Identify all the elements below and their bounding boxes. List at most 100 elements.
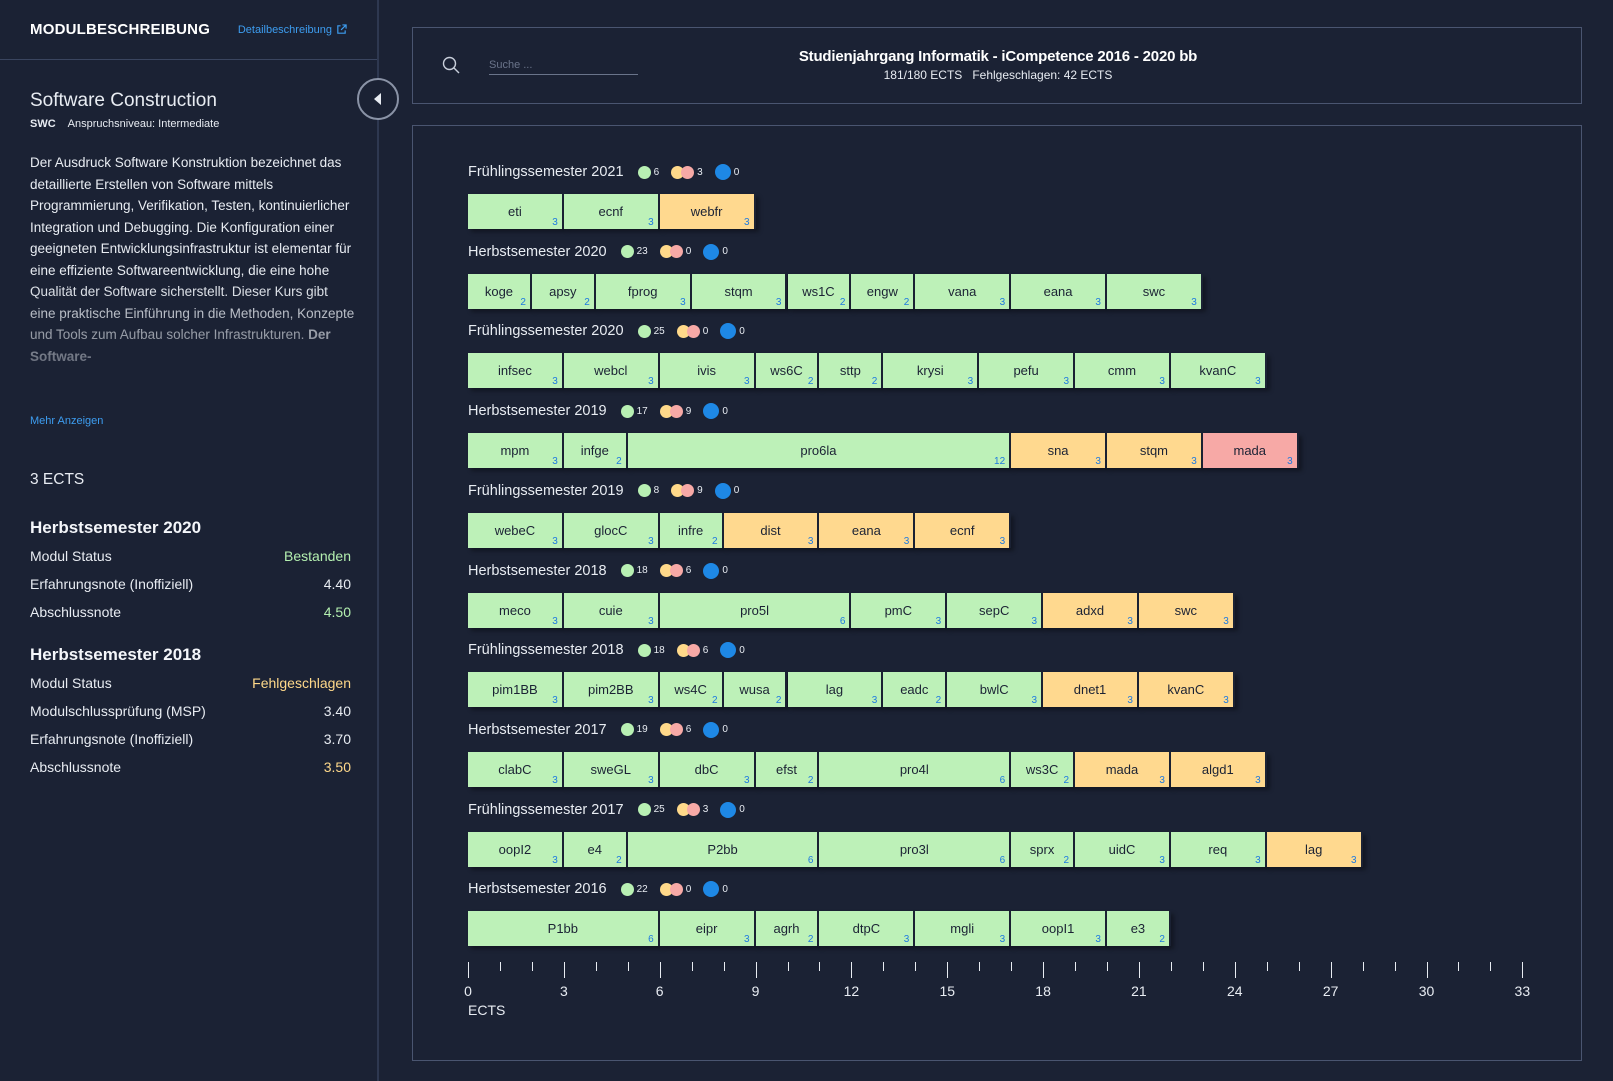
module-bar[interactable]: adxd 3 [1043, 592, 1139, 628]
collapse-sidebar-button[interactable] [357, 78, 399, 120]
search-icon[interactable] [442, 56, 460, 74]
show-more-link[interactable]: Mehr Anzeigen [30, 415, 104, 427]
module-bar[interactable]: dbC 3 [659, 751, 756, 787]
module-bar[interactable]: mgli 3 [915, 911, 1012, 947]
search-input[interactable] [489, 55, 638, 75]
module-ects: 2 [903, 296, 910, 308]
module-name: krysi [916, 363, 944, 379]
module-bar[interactable]: dnet1 3 [1043, 672, 1139, 708]
module-bar[interactable]: pro6la 12 [627, 433, 1012, 469]
module-bar[interactable]: ws1C 2 [787, 273, 852, 309]
module-bar[interactable]: ws3C 2 [1011, 751, 1076, 787]
module-bar[interactable]: P2bb 6 [627, 831, 820, 867]
module-bar[interactable]: ecnf 3 [915, 512, 1012, 548]
module-bar[interactable]: engw 2 [851, 273, 916, 309]
module-bar[interactable]: e4 2 [563, 831, 628, 867]
module-ects: 2 [839, 296, 846, 308]
module-bar[interactable]: agrh 2 [755, 911, 820, 947]
module-bar[interactable]: eti 3 [468, 194, 564, 229]
module-bar[interactable]: pefu 3 [979, 353, 1076, 389]
module-bar[interactable]: eana 3 [819, 512, 916, 548]
module-bar[interactable]: koge 2 [468, 273, 532, 309]
module-bar[interactable]: efst 2 [755, 751, 820, 787]
module-bar[interactable]: krysi 3 [883, 353, 980, 389]
module-bar[interactable]: sweGL 3 [563, 751, 660, 787]
module-bar[interactable]: vana 3 [915, 273, 1012, 309]
result-label: Abschlussnote [30, 759, 122, 775]
module-bar[interactable]: cuie 3 [563, 592, 660, 628]
module-bar[interactable]: req 3 [1170, 831, 1267, 867]
external-link-icon[interactable] [336, 24, 347, 35]
module-bar[interactable]: cmm 3 [1075, 353, 1171, 389]
module-bar[interactable]: mpm 3 [468, 433, 564, 469]
module-bar[interactable]: eadc 2 [883, 672, 948, 708]
module-bar[interactable]: apsy 2 [531, 273, 596, 309]
semester-counts: 17 9 0 [620, 403, 740, 420]
module-bar[interactable]: wusa 2 [723, 672, 788, 708]
module-bar[interactable]: glocC 3 [563, 512, 660, 548]
module-bar[interactable]: P1bb 6 [468, 911, 660, 947]
module-bar[interactable]: webcl 3 [563, 353, 660, 389]
module-ects: 3 [552, 376, 558, 388]
module-ects: 3 [1159, 774, 1165, 786]
detail-link-label[interactable]: Detailbeschreibung [237, 23, 332, 36]
module-bar[interactable]: lag 3 [1266, 831, 1363, 867]
result-value: 4.40 [323, 576, 351, 592]
module-bar[interactable]: pro5l 6 [659, 592, 852, 628]
module-bar[interactable]: kvanC 3 [1138, 672, 1235, 708]
module-bar[interactable]: stqm 3 [1107, 433, 1203, 469]
module-bar[interactable]: pmC 3 [851, 592, 948, 628]
module-bar[interactable]: eana 3 [1011, 273, 1107, 309]
ects-progress: 181/180 ECTS [883, 68, 963, 82]
module-bar[interactable]: stqm 3 [691, 273, 788, 309]
failed-dot-icon [676, 803, 690, 817]
module-bar[interactable]: pim2BB 3 [563, 672, 660, 708]
module-bar[interactable]: infre 2 [659, 512, 724, 548]
module-bar[interactable]: ws6C 2 [755, 353, 820, 389]
module-bar[interactable]: uidC 3 [1075, 831, 1171, 867]
module-bar[interactable]: dist 3 [723, 512, 820, 548]
module-bar[interactable]: infsec 3 [468, 353, 564, 389]
caret-left-icon[interactable] [372, 92, 384, 106]
module-bar[interactable]: webfr 3 [659, 194, 756, 229]
semester-counts: 18 6 0 [637, 642, 757, 659]
module-bar[interactable]: clabC 3 [468, 751, 564, 787]
module-bar[interactable]: lag 3 [787, 672, 884, 708]
x-axis-major-tick [468, 962, 469, 978]
module-bar[interactable]: ws4C 2 [659, 672, 724, 708]
module-bar[interactable]: e3 2 [1107, 911, 1171, 947]
module-bar[interactable]: eipr 3 [659, 911, 756, 947]
module-ects: 3 [1287, 456, 1293, 468]
module-bar[interactable]: swc 3 [1138, 592, 1235, 628]
module-bar[interactable]: pim1BB 3 [468, 672, 564, 708]
module-bar[interactable]: bwlC 3 [947, 672, 1044, 708]
detail-link[interactable]: Detailbeschreibung [238, 24, 347, 36]
result-value: 4.50 [323, 604, 351, 620]
module-bar[interactable]: meco 3 [468, 592, 564, 628]
module-bar[interactable]: dtpC 3 [819, 911, 916, 947]
module-bar[interactable]: sttp 2 [819, 353, 884, 389]
module-bar[interactable]: webeC 3 [468, 512, 564, 548]
module-bar[interactable]: sepC 3 [947, 592, 1044, 628]
module-name: meco [499, 602, 531, 618]
module-bar[interactable]: infge 2 [563, 433, 628, 469]
module-bar[interactable]: sprx 2 [1011, 831, 1076, 867]
planned-count: 0 [739, 325, 745, 337]
module-bar[interactable]: swc 3 [1107, 273, 1203, 309]
module-bar[interactable]: kvanC 3 [1170, 353, 1267, 389]
module-bar[interactable]: mada 3 [1202, 433, 1299, 469]
module-bar[interactable]: ivis 3 [659, 353, 756, 389]
module-bar[interactable]: mada 3 [1075, 751, 1171, 787]
module-bar[interactable]: fprog 3 [595, 273, 692, 309]
module-bar[interactable]: oopI2 3 [468, 831, 564, 867]
module-bar[interactable]: oopI1 3 [1011, 911, 1107, 947]
module-bar[interactable]: algd1 3 [1170, 751, 1267, 787]
module-name: mpm [500, 443, 530, 459]
module-bar[interactable]: ecnf 3 [563, 194, 660, 229]
module-bar[interactable]: sna 3 [1011, 433, 1107, 469]
planned-dot-icon [714, 482, 731, 499]
module-bar[interactable]: pro3l 6 [819, 831, 1012, 867]
module-ects: 2 [712, 695, 718, 707]
module-bar[interactable]: pro4l 6 [819, 751, 1012, 787]
failed-count: 3 [702, 804, 709, 816]
